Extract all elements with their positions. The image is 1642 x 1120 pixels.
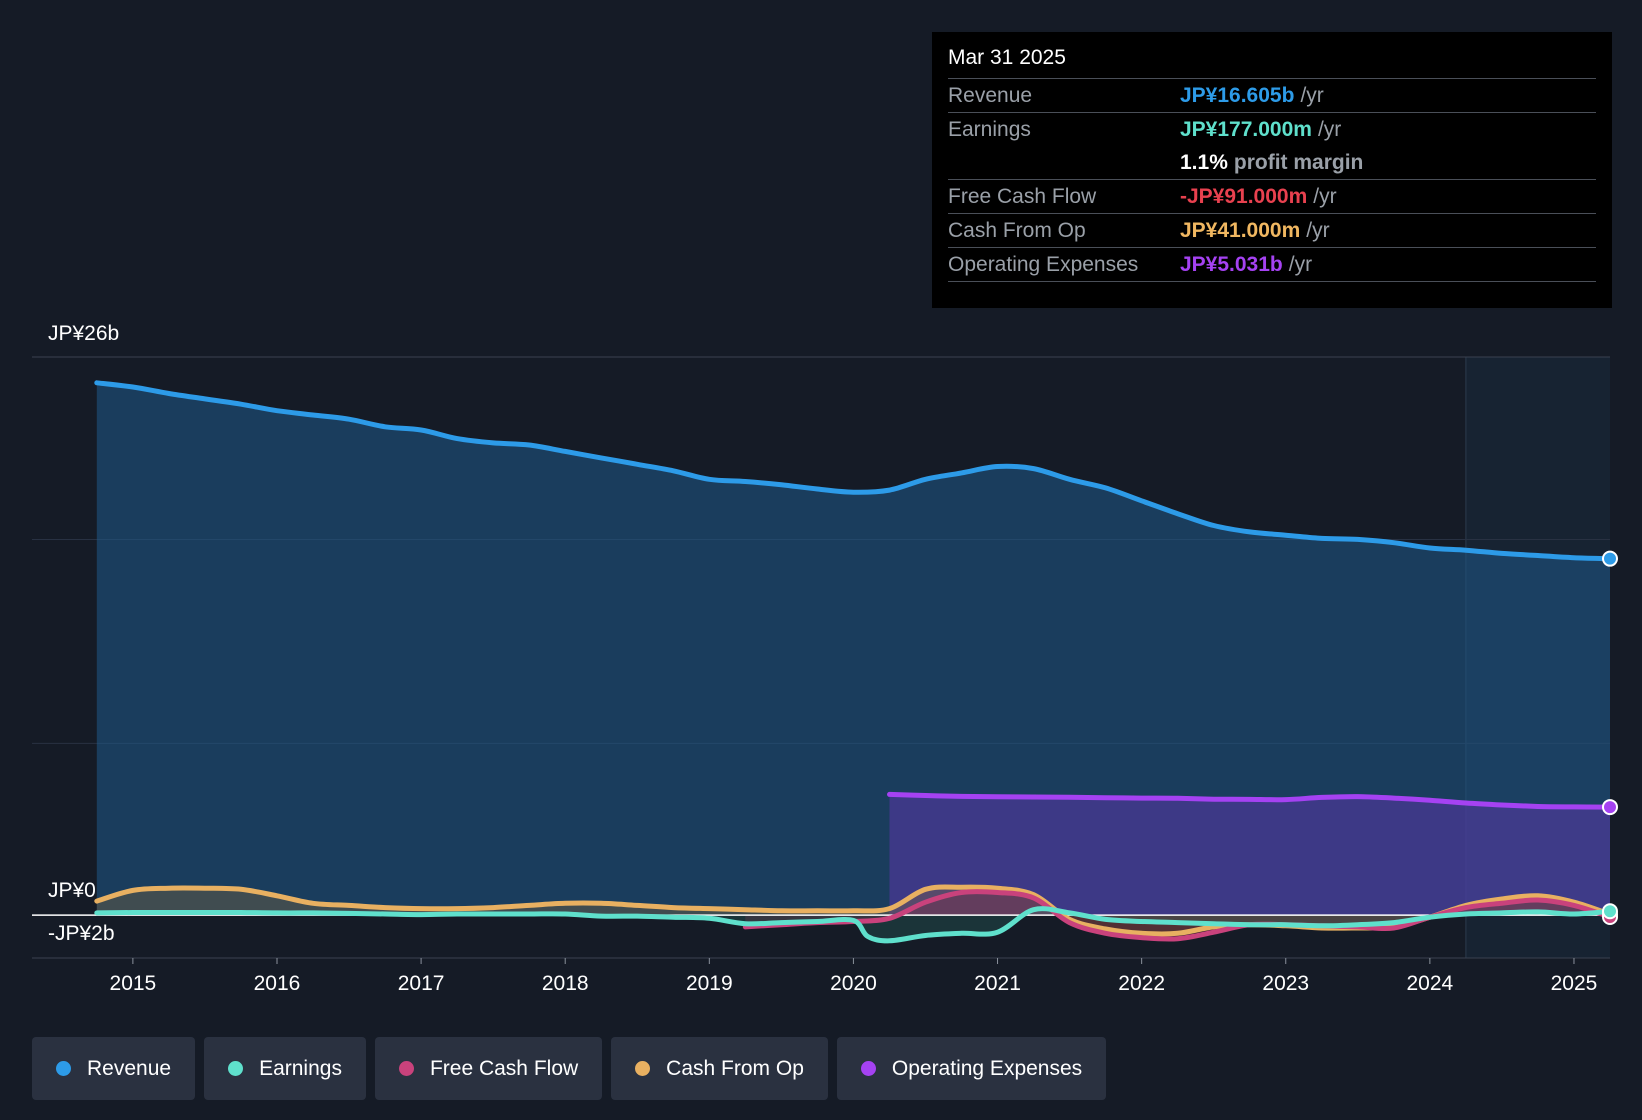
legend-label: Operating Expenses: [891, 1056, 1083, 1080]
tooltip-unit: profit margin: [1233, 150, 1364, 174]
tooltip-panel: Mar 31 2025 Revenue JP¥16.605b /yr Earni…: [932, 32, 1612, 308]
tooltip-unit: /yr: [1317, 117, 1342, 141]
legend-dot-icon: [228, 1061, 244, 1076]
tooltip-value: JP¥177.000m: [1180, 117, 1312, 141]
legend-item-operating-expenses[interactable]: Operating Expenses: [836, 1037, 1107, 1100]
tooltip-value: 1.1%: [1180, 150, 1228, 174]
legend-label: Cash From Op: [666, 1056, 804, 1080]
tooltip-value: JP¥5.031b: [1180, 252, 1283, 276]
tooltip-value: JP¥41.000m: [1180, 218, 1301, 242]
legend-item-revenue[interactable]: Revenue: [32, 1037, 196, 1100]
x-tick-label: 2025: [1551, 972, 1598, 995]
x-tick-label: 2019: [686, 972, 733, 995]
operating-expenses-end-point[interactable]: [1602, 799, 1618, 816]
x-tick-label: 2015: [110, 972, 157, 995]
legend-dot-icon: [635, 1061, 651, 1076]
operating-expenses-area: [889, 794, 1610, 916]
operating-expenses-line[interactable]: [887, 791, 1613, 810]
revenue-area: [96, 382, 1610, 916]
tooltip-label: Cash From Op: [948, 218, 1086, 242]
y-axis-zero-label: JP¥0: [48, 879, 96, 902]
tooltip-value: -JP¥91.000m: [1180, 184, 1308, 208]
tooltip-unit: /yr: [1288, 252, 1313, 276]
tooltip-value: JP¥16.605b: [1180, 83, 1295, 107]
legend-dot-icon: [56, 1061, 71, 1076]
tooltip-label: Operating Expenses: [948, 252, 1139, 276]
x-tick-label: 2016: [254, 972, 301, 995]
tooltip-label: Free Cash Flow: [948, 184, 1097, 208]
x-tick-label: 2024: [1407, 972, 1454, 995]
tooltip-unit: /yr: [1306, 218, 1330, 242]
tooltip-row-cash-from-op: Cash From Op JP¥41.000m /yr: [948, 213, 1596, 247]
legend-label: Revenue: [87, 1056, 172, 1080]
y-axis-top-label: JP¥26b: [48, 322, 119, 345]
earnings-end-point[interactable]: [1602, 903, 1618, 920]
tooltip-label: Revenue: [948, 83, 1033, 107]
legend-item-free-cash-flow[interactable]: Free Cash Flow: [374, 1037, 603, 1100]
tooltip-row-free-cash-flow: Free Cash Flow -JP¥91.000m /yr: [948, 179, 1596, 213]
earnings-area: [96, 908, 1610, 941]
x-tick-label: 2018: [542, 972, 589, 995]
legend-label: Earnings: [259, 1056, 342, 1080]
legend-item-cash-from-op[interactable]: Cash From Op: [611, 1037, 828, 1100]
tooltip-row-earnings: Earnings JP¥177.000m /yr: [948, 112, 1596, 146]
y-axis-min-label: -JP¥2b: [48, 922, 115, 945]
revenue-end-point[interactable]: [1602, 550, 1618, 567]
x-tick-label: 2021: [974, 972, 1021, 995]
tooltip-label: Earnings: [948, 117, 1031, 141]
tooltip-unit: /yr: [1313, 184, 1337, 208]
revenue-line[interactable]: [94, 380, 1613, 562]
tooltip-row-revenue: Revenue JP¥16.605b /yr: [948, 78, 1596, 112]
tooltip-unit: /yr: [1300, 83, 1324, 107]
earnings-line[interactable]: [94, 906, 1613, 944]
legend-dot-icon: [860, 1061, 876, 1076]
x-tick-label: 2023: [1262, 972, 1309, 995]
tooltip-date: Mar 31 2025: [948, 46, 1066, 69]
free-cash-flow-line[interactable]: [742, 889, 1613, 942]
x-tick-label: 2017: [398, 972, 445, 995]
legend-item-earnings[interactable]: Earnings: [204, 1037, 366, 1100]
tooltip-row-profit-margin: 1.1% profit margin: [948, 146, 1596, 179]
legend: Revenue Earnings Free Cash Flow Cash Fro…: [32, 1037, 1107, 1100]
x-tick-label: 2022: [1118, 972, 1165, 995]
tooltip-row-operating-expenses: Operating Expenses JP¥5.031b /yr: [948, 247, 1596, 282]
x-tick-label: 2020: [830, 972, 877, 995]
legend-label: Free Cash Flow: [429, 1056, 579, 1080]
legend-dot-icon: [398, 1061, 414, 1076]
